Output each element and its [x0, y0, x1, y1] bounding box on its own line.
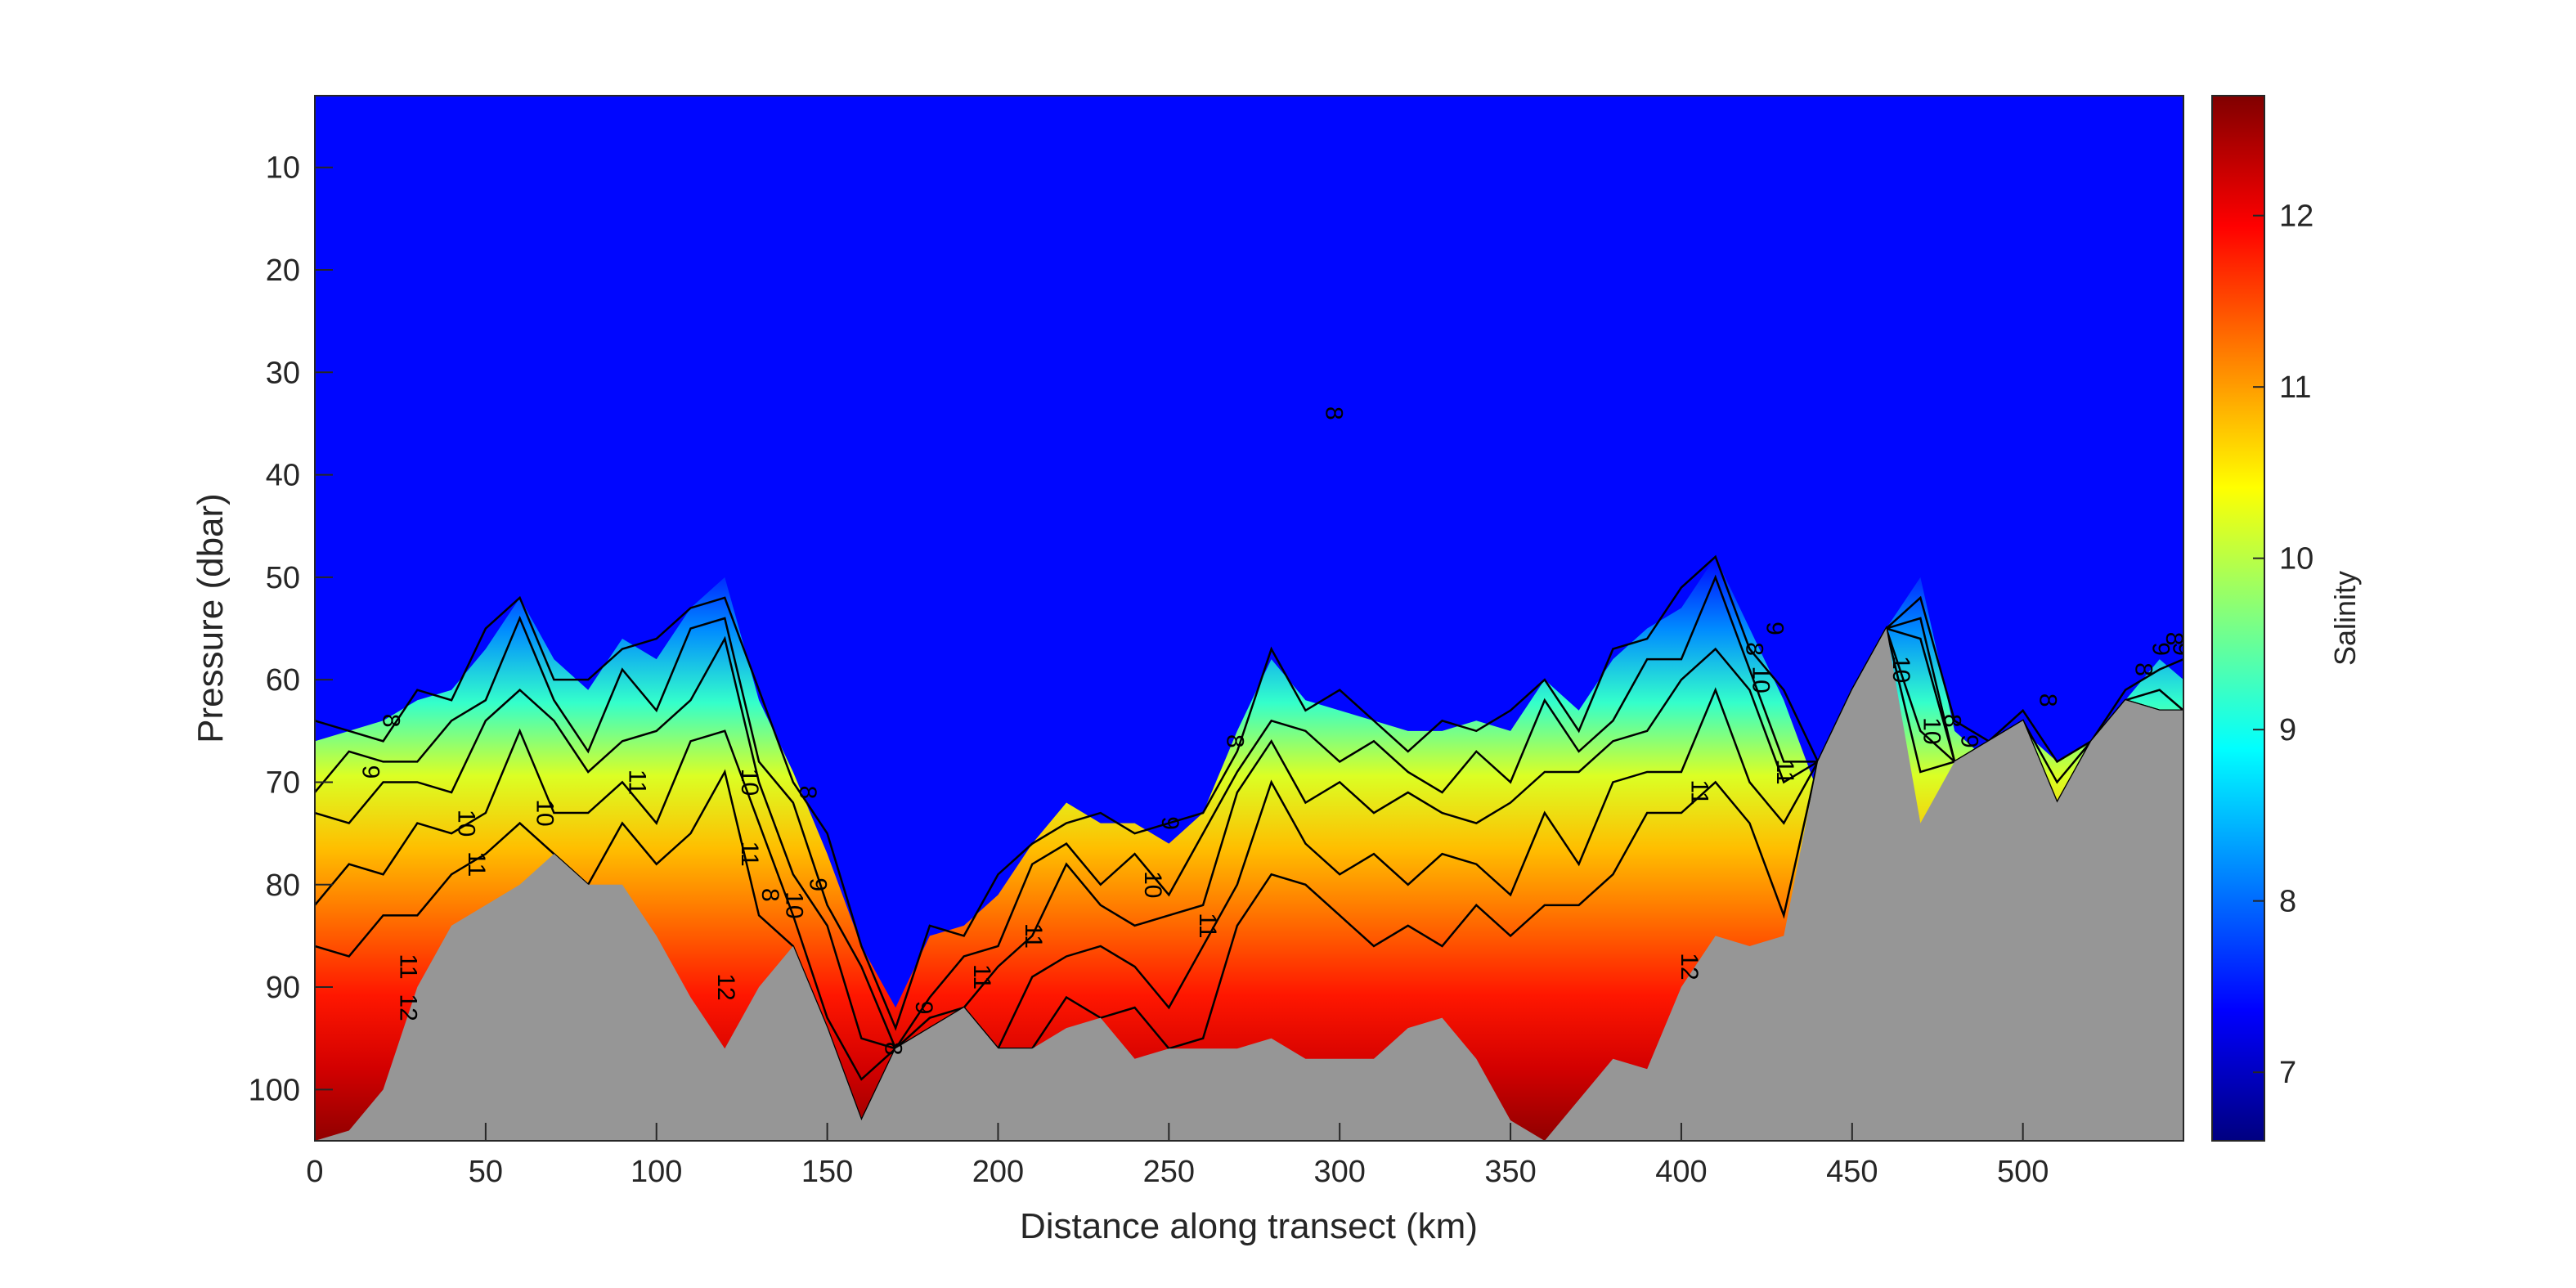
- contour-label: 12: [394, 994, 421, 1021]
- colorbar-tick-label: 9: [2279, 713, 2296, 747]
- contour-label: 8: [794, 786, 821, 800]
- contour-label: 10: [736, 769, 763, 796]
- x-tick-label: 300: [1313, 1155, 1365, 1189]
- contour-label: 12: [712, 973, 739, 1000]
- y-tick-label: 50: [266, 561, 300, 595]
- contour-label: 10: [1919, 717, 1945, 744]
- x-tick-label: 450: [1826, 1155, 1878, 1189]
- contour-label: 10: [1887, 656, 1914, 683]
- contour-label: 11: [736, 841, 763, 867]
- contour-label: 10: [452, 810, 479, 837]
- y-tick-label: 20: [266, 254, 300, 288]
- x-tick-label: 200: [972, 1155, 1024, 1189]
- colorbar-label: Salinity: [2328, 571, 2362, 666]
- x-tick-label: 100: [631, 1155, 682, 1189]
- contour-label: 9: [2167, 642, 2194, 656]
- contour-label: 10: [1139, 871, 1166, 898]
- contour-label: 9: [910, 1001, 937, 1015]
- contour-label: 11: [463, 851, 490, 877]
- plot-frame: [314, 95, 2184, 1142]
- contour-label: 11: [623, 770, 650, 795]
- x-axis-label: Distance along transect (km): [1020, 1206, 1478, 1246]
- colorbar-gradient-bar: [2211, 95, 2265, 1142]
- contour-label: 9: [1955, 734, 1982, 748]
- x-tick-label: 400: [1655, 1155, 1707, 1189]
- colorbar-tick-label: 10: [2279, 542, 2313, 577]
- contour-label: 9: [1156, 816, 1183, 830]
- contour-label: 8: [756, 888, 783, 902]
- y-tick-label: 100: [249, 1073, 300, 1107]
- contour-label: 10: [1748, 666, 1775, 693]
- salinity-contour-lines: [315, 554, 2183, 1124]
- colorbar: 7 8 9 10 11 12 Salinity: [2211, 95, 2362, 1142]
- contour-label: 8: [1939, 714, 1966, 728]
- contour-label: 11: [1771, 759, 1798, 784]
- y-tick-label: 90: [266, 971, 300, 1005]
- contour-label: 10: [780, 891, 807, 918]
- y-tick-label: 30: [266, 356, 300, 390]
- contour-label: 9: [2147, 642, 2174, 656]
- colorbar-tick-label: 7: [2279, 1056, 2296, 1090]
- colorbar-tick-label: 12: [2279, 200, 2313, 234]
- contour-label: 8: [2130, 662, 2157, 676]
- contour-label: 11: [394, 954, 421, 979]
- contour-label: 8: [1320, 406, 1347, 420]
- contour-label: 10: [532, 799, 559, 826]
- contour-label: 8: [2035, 693, 2062, 707]
- colorbar-tick-label: 8: [2279, 885, 2296, 919]
- contour-label: 9: [357, 765, 384, 779]
- y-tick-label: 70: [266, 765, 300, 800]
- contour-line: [315, 626, 2183, 1124]
- y-tick-label: 40: [266, 459, 300, 493]
- x-tick-label: 500: [1997, 1155, 2049, 1189]
- contour-label: 8: [1221, 734, 1248, 748]
- y-tick-label: 60: [266, 663, 300, 698]
- contour-label: 11: [1685, 779, 1712, 805]
- y-tick-label: 10: [266, 151, 300, 186]
- colorbar-tick-label: 11: [2279, 370, 2311, 405]
- y-axis: 10 20 30 40 50 60 70 80 90 100: [249, 151, 333, 1107]
- colorbar-ticks: 7 8 9 10 11 12: [2253, 200, 2313, 1090]
- x-axis: 0 50 100 150 200 250 300 350 400 450 500: [306, 1123, 2049, 1189]
- contour-label: 11: [1194, 913, 1221, 938]
- contour-label: 8: [378, 714, 405, 728]
- y-tick-label: 80: [266, 868, 300, 903]
- x-tick-label: 50: [469, 1155, 503, 1189]
- contour-label: 9: [1761, 622, 1788, 635]
- contour-label: 8: [1740, 642, 1767, 656]
- contour-label: 11: [968, 964, 995, 990]
- contour-label: 12: [1676, 953, 1703, 980]
- x-tick-label: 250: [1143, 1155, 1195, 1189]
- y-axis-label: Pressure (dbar): [191, 493, 231, 743]
- x-tick-label: 0: [306, 1155, 323, 1189]
- contour-label: 9: [805, 877, 832, 891]
- contour-label: 11: [1020, 923, 1047, 949]
- contour-label: 8: [2161, 632, 2188, 646]
- contour-label: 8: [880, 1042, 907, 1056]
- seabed-bathymetry: [315, 628, 2183, 1141]
- x-tick-label: 350: [1484, 1155, 1536, 1189]
- x-tick-label: 150: [801, 1155, 853, 1189]
